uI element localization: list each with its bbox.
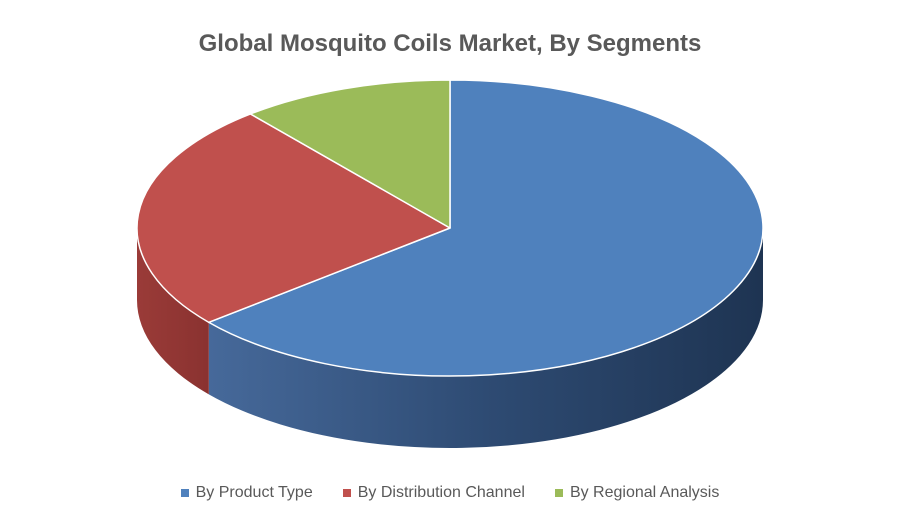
chart-title: Global Mosquito Coils Market, By Segment… xyxy=(198,30,702,57)
legend: By Product Type By Distribution Channel By… xyxy=(0,484,900,502)
pie-slice-by-product-type xyxy=(208,79,764,377)
legend-swatch xyxy=(180,489,189,497)
legend-item-by-distribution-channel: By Distribution Channel xyxy=(342,484,525,502)
legend-label: By Regional Analysis xyxy=(569,484,720,501)
legend-label: By Distribution Channel xyxy=(357,484,525,501)
legend-label: By Product Type xyxy=(195,484,313,501)
legend-item-by-regional-analysis: By Regional Analysis xyxy=(554,484,720,502)
legend-swatch xyxy=(342,489,351,497)
pie-side-by-product-type xyxy=(208,228,764,448)
pie-side-by-distribution-channel xyxy=(137,228,209,395)
pie-slice-by-regional-analysis xyxy=(249,79,451,229)
pie-slice-by-distribution-channel xyxy=(136,113,451,324)
legend-swatch xyxy=(554,489,563,497)
legend-item-by-product-type: By Product Type xyxy=(180,484,313,502)
